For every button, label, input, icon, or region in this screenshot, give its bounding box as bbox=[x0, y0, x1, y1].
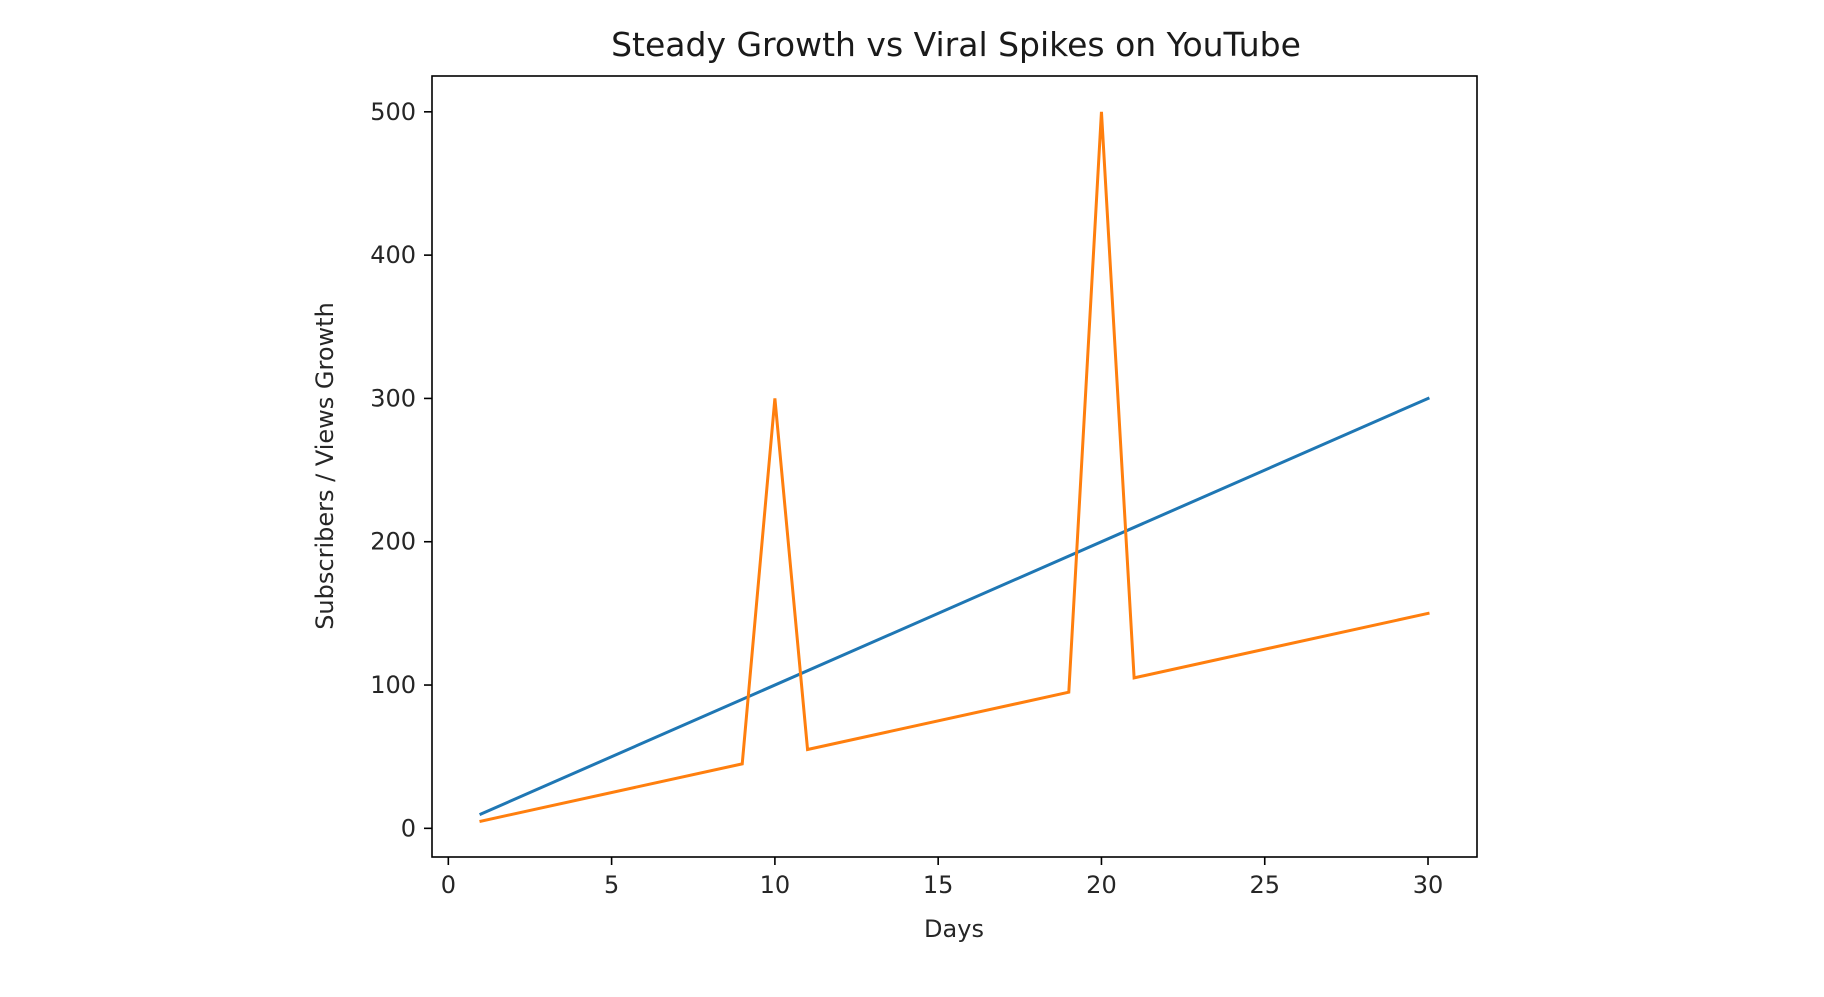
x-axis: 0 5 10 15 20 25 30 bbox=[441, 857, 1444, 899]
y-tick-label: 400 bbox=[370, 241, 416, 269]
y-tick-label: 200 bbox=[370, 528, 416, 556]
y-tick-label: 500 bbox=[370, 98, 416, 126]
x-tick-label: 30 bbox=[1413, 871, 1444, 899]
series-line-1 bbox=[479, 396, 1430, 816]
x-tick-label: 25 bbox=[1249, 871, 1280, 899]
y-tick-label: 300 bbox=[370, 384, 416, 412]
x-tick-label: 5 bbox=[604, 871, 619, 899]
x-axis-label: Days bbox=[924, 915, 984, 943]
chart-title: Steady Growth vs Viral Spikes on YouTube bbox=[611, 25, 1301, 64]
x-tick-label: 20 bbox=[1086, 871, 1117, 899]
y-axis: 0 100 200 300 400 500 bbox=[370, 98, 432, 842]
y-axis-label: Subscribers / Views Growth bbox=[311, 302, 339, 630]
x-tick-label: 10 bbox=[760, 871, 791, 899]
x-tick-label: 15 bbox=[923, 871, 954, 899]
plot-area bbox=[479, 111, 1430, 823]
x-tick-label: 0 bbox=[441, 871, 456, 899]
y-tick-label: 100 bbox=[370, 671, 416, 699]
y-tick-label: 0 bbox=[401, 814, 416, 842]
series-line-2 bbox=[479, 111, 1430, 823]
plot-frame bbox=[431, 75, 1478, 858]
